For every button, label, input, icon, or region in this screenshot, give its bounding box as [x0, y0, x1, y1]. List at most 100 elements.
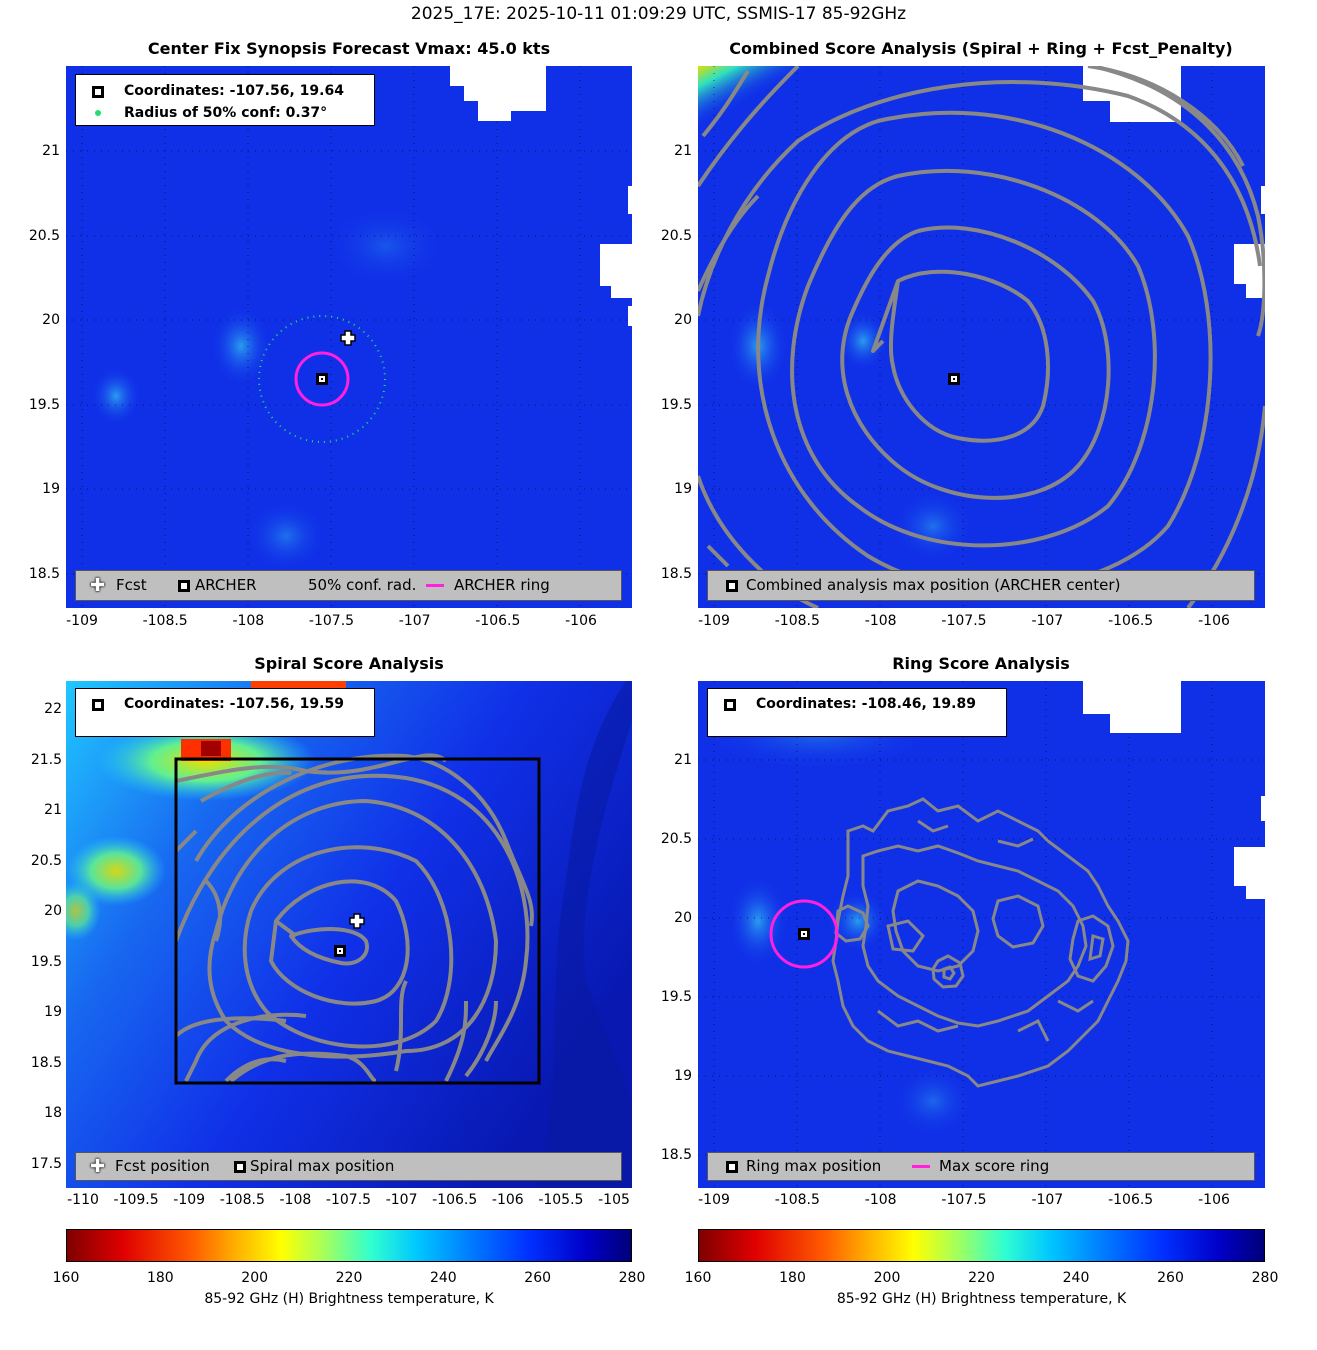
y-tick-label: 20.5 [30, 852, 62, 869]
x-tick-label: -107 [1031, 1192, 1064, 1208]
x-tick-label: 160 [52, 1270, 80, 1286]
x-tick-label: 180 [146, 1270, 174, 1286]
x-tick-label: -108.5 [774, 1192, 820, 1208]
square-icon [234, 1161, 246, 1173]
x-tick-label: -106.5 [432, 1192, 478, 1208]
x-tick-label: -106.5 [1108, 1192, 1154, 1208]
magenta-line-icon [912, 1165, 930, 1168]
x-tick-label: -108 [864, 1192, 897, 1208]
y-tick-label: 22 [44, 701, 62, 717]
legend-conf-rad: 50% conf. rad. [308, 576, 417, 594]
square-icon [724, 699, 736, 711]
square-icon [178, 580, 190, 592]
x-tick-label: -107.5 [941, 1192, 987, 1208]
x-tick-label: 200 [873, 1270, 901, 1286]
x-tick-label: -108.5 [774, 613, 820, 629]
x-tick-label: 240 [1062, 1270, 1090, 1286]
x-tick-label: -107.5 [941, 613, 987, 629]
x-tick-label: -106 [491, 1192, 524, 1208]
x-tick-label: 220 [968, 1270, 995, 1286]
archer-center-marker [316, 373, 328, 385]
y-tick-label: 19 [44, 1004, 62, 1021]
legend-combined-max: Combined analysis max position (ARCHER c… [746, 576, 1121, 594]
x-tick-label: -105 [598, 1192, 630, 1208]
x-tick-label: 180 [779, 1270, 806, 1286]
magenta-line-icon [426, 584, 444, 587]
y-tick-label: 20.5 [28, 227, 60, 244]
y-tick-label: 20 [674, 312, 692, 329]
ring-plot: Coordinates: -108.46, 19.89 Ring max pos… [698, 681, 1265, 1188]
x-tick-label: -106.5 [1108, 613, 1154, 629]
y-tick-label: 18.5 [28, 566, 60, 582]
archer-ring [294, 351, 350, 407]
x-tick-label: 160 [684, 1270, 712, 1286]
x-tick-label: 200 [241, 1270, 269, 1286]
x-tick-label: -110 [67, 1192, 99, 1208]
x-tick-label: -109.5 [113, 1192, 159, 1208]
x-tick-label: -109 [173, 1192, 206, 1208]
y-tick-label: 18.5 [30, 1054, 62, 1071]
synopsis-info-box: Coordinates: -107.56, 19.64 Radius of 50… [75, 74, 375, 126]
ring-svg [698, 681, 1265, 1188]
y-tick-label: 18.5 [660, 1147, 692, 1163]
max-score-ring [769, 899, 839, 969]
combined-title: Combined Score Analysis (Spiral + Ring +… [729, 39, 1233, 58]
legend-spiral-max: Spiral max position [250, 1157, 395, 1175]
ring-title: Ring Score Analysis [892, 654, 1070, 673]
y-tick-label: 19 [674, 481, 692, 498]
y-tick-label: 21 [42, 143, 60, 159]
y-tick-label: 19 [674, 1068, 692, 1084]
y-tick-label: 20 [44, 903, 62, 920]
coordinates-text: Coordinates: -107.56, 19.64 [124, 83, 344, 99]
forecast-position-marker [349, 913, 365, 929]
x-tick-label: -109 [698, 1192, 730, 1208]
x-tick-label: 260 [524, 1270, 552, 1286]
y-tick-label: 19.5 [660, 396, 692, 413]
y-tick-label: 19.5 [28, 396, 60, 413]
x-tick-label: -108.5 [219, 1192, 265, 1208]
x-tick-label: -106 [1198, 613, 1230, 629]
y-tick-label: 19 [42, 481, 60, 498]
plus-icon: ✚ [90, 1156, 106, 1177]
square-icon [726, 580, 738, 592]
x-tick-label: -108 [279, 1192, 312, 1208]
x-tick-label: -107 [398, 613, 431, 629]
x-tick-label: -106.5 [475, 613, 521, 629]
x-tick-label: -108 [232, 613, 265, 629]
forecast-position-marker [340, 330, 356, 346]
y-tick-label: 18 [44, 1105, 62, 1122]
x-tick-label: 280 [1251, 1270, 1279, 1286]
coordinates-text: Coordinates: -107.56, 19.59 [124, 696, 344, 712]
x-tick-label: -107 [1031, 613, 1064, 629]
conf-radius-text: Radius of 50% conf: 0.37° [124, 105, 328, 121]
colorbar-right-label: 85-92 GHz (H) Brightness temperature, K [836, 1291, 1127, 1307]
x-tick-label: 220 [335, 1270, 363, 1286]
y-tick-label: 20.5 [660, 227, 692, 244]
square-icon [92, 86, 104, 98]
x-tick-label: -107.5 [308, 613, 355, 629]
x-tick-label: 240 [429, 1270, 457, 1286]
spiral-plot: Coordinates: -107.56, 19.59 ✚ Fcst posit… [66, 681, 632, 1188]
y-tick-label: 21 [674, 752, 692, 768]
y-tick-label: 17.5 [30, 1156, 62, 1172]
y-tick-label: 20.5 [660, 831, 692, 847]
ring-max-marker [798, 928, 810, 940]
plus-icon: ✚ [90, 575, 106, 596]
square-icon [92, 699, 104, 711]
missing-data-patch [600, 244, 632, 298]
x-tick-label: -107 [385, 1192, 418, 1208]
coordinates-text: Coordinates: -108.46, 19.89 [756, 696, 976, 712]
legend-archer: ARCHER [195, 576, 257, 594]
spiral-title: Spiral Score Analysis [254, 654, 444, 673]
y-tick-label: 20 [42, 312, 60, 329]
confidence-radius-circle [258, 315, 386, 443]
legend-fcst: Fcst [116, 576, 147, 594]
combined-max-marker [948, 373, 960, 385]
x-tick-label: -106 [1198, 1192, 1230, 1208]
ring-info-box: Coordinates: -108.46, 19.89 [707, 688, 1007, 737]
colorbar-left [66, 1229, 632, 1262]
figure-title: 2025_17E: 2025-10-11 01:09:29 UTC, SSMIS… [410, 4, 907, 24]
missing-data-patch [450, 66, 546, 121]
x-tick-label: -106 [565, 613, 597, 629]
y-tick-label: 21 [674, 143, 692, 159]
